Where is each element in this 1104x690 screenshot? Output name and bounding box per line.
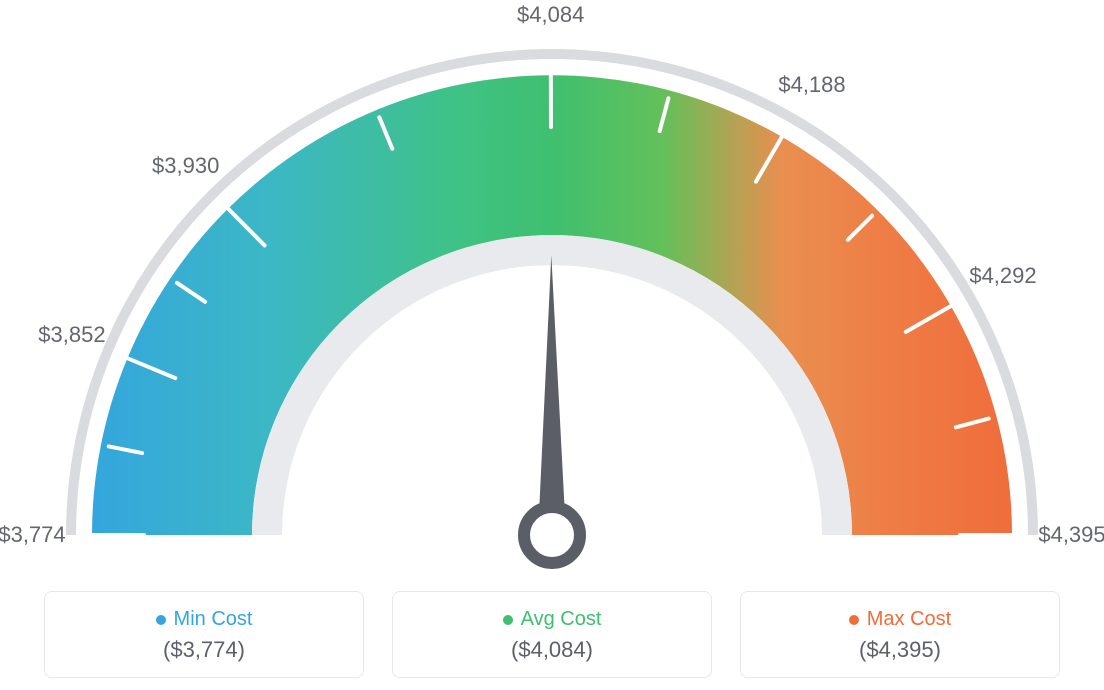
cost-gauge: $3,774 $3,852 $3,930 $4,084 $4,188 $4,292 $4,3…: [0, 0, 1104, 570]
legend-card-min: Min Cost ($3,774): [44, 591, 364, 678]
legend-row: Min Cost ($3,774) Avg Cost ($4,084) Max …: [0, 591, 1104, 678]
legend-title-max: Max Cost: [849, 608, 951, 631]
legend-title-avg: Avg Cost: [503, 608, 602, 631]
legend-dot-max: [849, 615, 859, 625]
legend-value-max: ($4,395): [759, 637, 1041, 663]
gauge-tick-label: $3,852: [38, 322, 105, 348]
legend-dot-min: [156, 615, 166, 625]
legend-title-min-text: Min Cost: [174, 608, 253, 631]
gauge-tick-label: $3,774: [0, 522, 66, 548]
legend-card-avg: Avg Cost ($4,084): [392, 591, 712, 678]
legend-dot-avg: [503, 615, 513, 625]
gauge-tick-label: $4,188: [778, 72, 845, 98]
gauge-tick-label: $3,930: [152, 153, 219, 179]
gauge-svg: [0, 0, 1104, 570]
gauge-tick-label: $4,292: [969, 263, 1036, 289]
gauge-tick-label: $4,084: [517, 2, 584, 28]
legend-card-max: Max Cost ($4,395): [740, 591, 1060, 678]
legend-title-avg-text: Avg Cost: [521, 608, 602, 631]
legend-value-min: ($3,774): [63, 637, 345, 663]
gauge-tick-label: $4,395: [1038, 522, 1104, 548]
legend-value-avg: ($4,084): [411, 637, 693, 663]
legend-title-min: Min Cost: [156, 608, 253, 631]
legend-title-max-text: Max Cost: [867, 608, 951, 631]
